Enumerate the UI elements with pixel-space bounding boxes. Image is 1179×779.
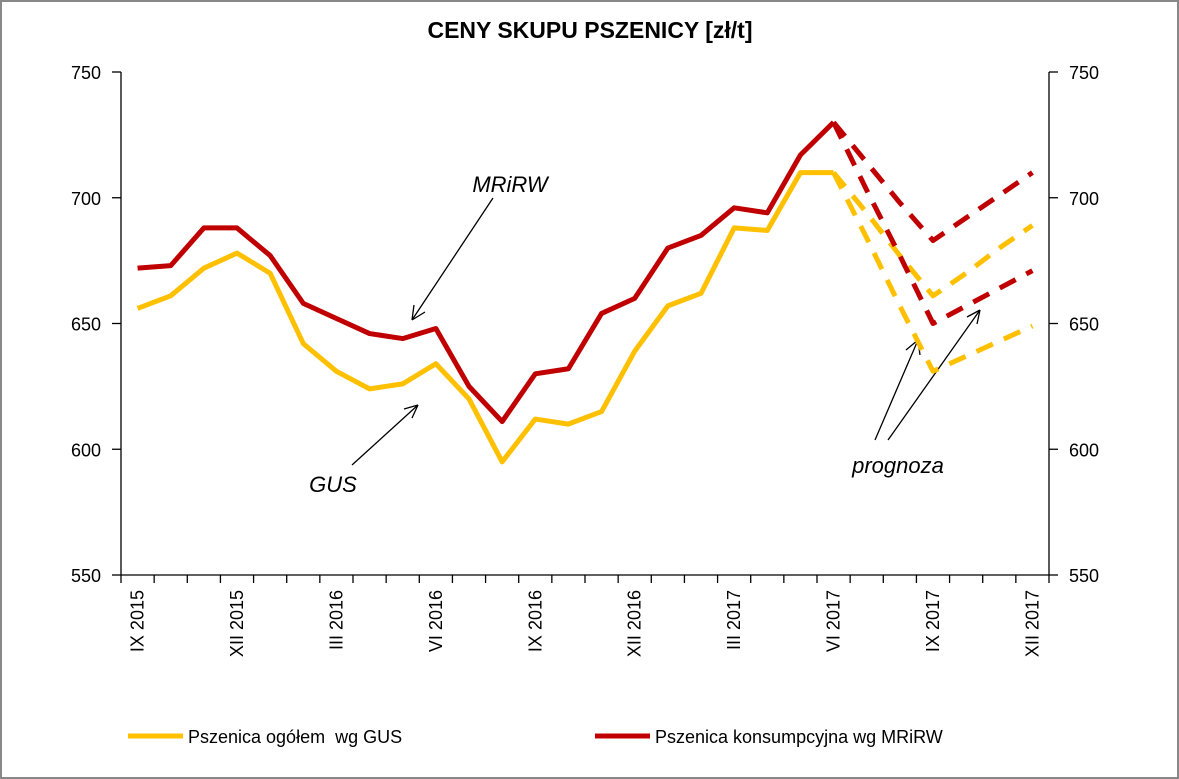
line	[136, 170, 834, 465]
chart-title: CENY SKUPU PSZENICY [zł/t]	[427, 17, 752, 43]
y-tick-label: 600	[71, 440, 101, 460]
y2-tick-label: 650	[1069, 315, 1099, 335]
y-tick-label: 700	[71, 189, 101, 209]
y2-tick-label: 550	[1069, 566, 1099, 586]
legend-label: Pszenica ogółem wg GUS	[188, 727, 402, 747]
y2-tick-label: 700	[1069, 189, 1099, 209]
x-tick-label: XII 2017	[1022, 590, 1042, 657]
legend-label: Pszenica konsumpcyjna wg MRiRW	[655, 727, 943, 747]
x-tick-label: XII 2016	[625, 590, 645, 657]
forecast-line	[831, 120, 1034, 244]
y-tick-label: 750	[71, 63, 101, 83]
x-tick-label: VI 2016	[426, 590, 446, 652]
x-tick-label: XII 2015	[227, 590, 247, 657]
annotation: prognoza	[851, 453, 944, 478]
y2-tick-label: 600	[1069, 440, 1099, 460]
x-tick-label: VI 2017	[824, 590, 844, 652]
forecast-line	[831, 171, 1034, 299]
x-tick-label: IX 2016	[525, 590, 545, 652]
x-tick-label: III 2016	[326, 590, 346, 650]
annotation: GUS	[309, 472, 357, 497]
x-tick-label: III 2017	[724, 590, 744, 650]
y-tick-label: 550	[71, 566, 101, 586]
forecast-line	[831, 121, 1034, 326]
y2-tick-label: 750	[1069, 63, 1099, 83]
y-tick-label: 650	[71, 315, 101, 335]
forecast-line	[831, 171, 1034, 374]
annotation: MRiRW	[472, 172, 550, 197]
x-tick-label: IX 2017	[923, 590, 943, 652]
x-tick-label: IX 2015	[128, 590, 148, 652]
line	[137, 120, 836, 425]
